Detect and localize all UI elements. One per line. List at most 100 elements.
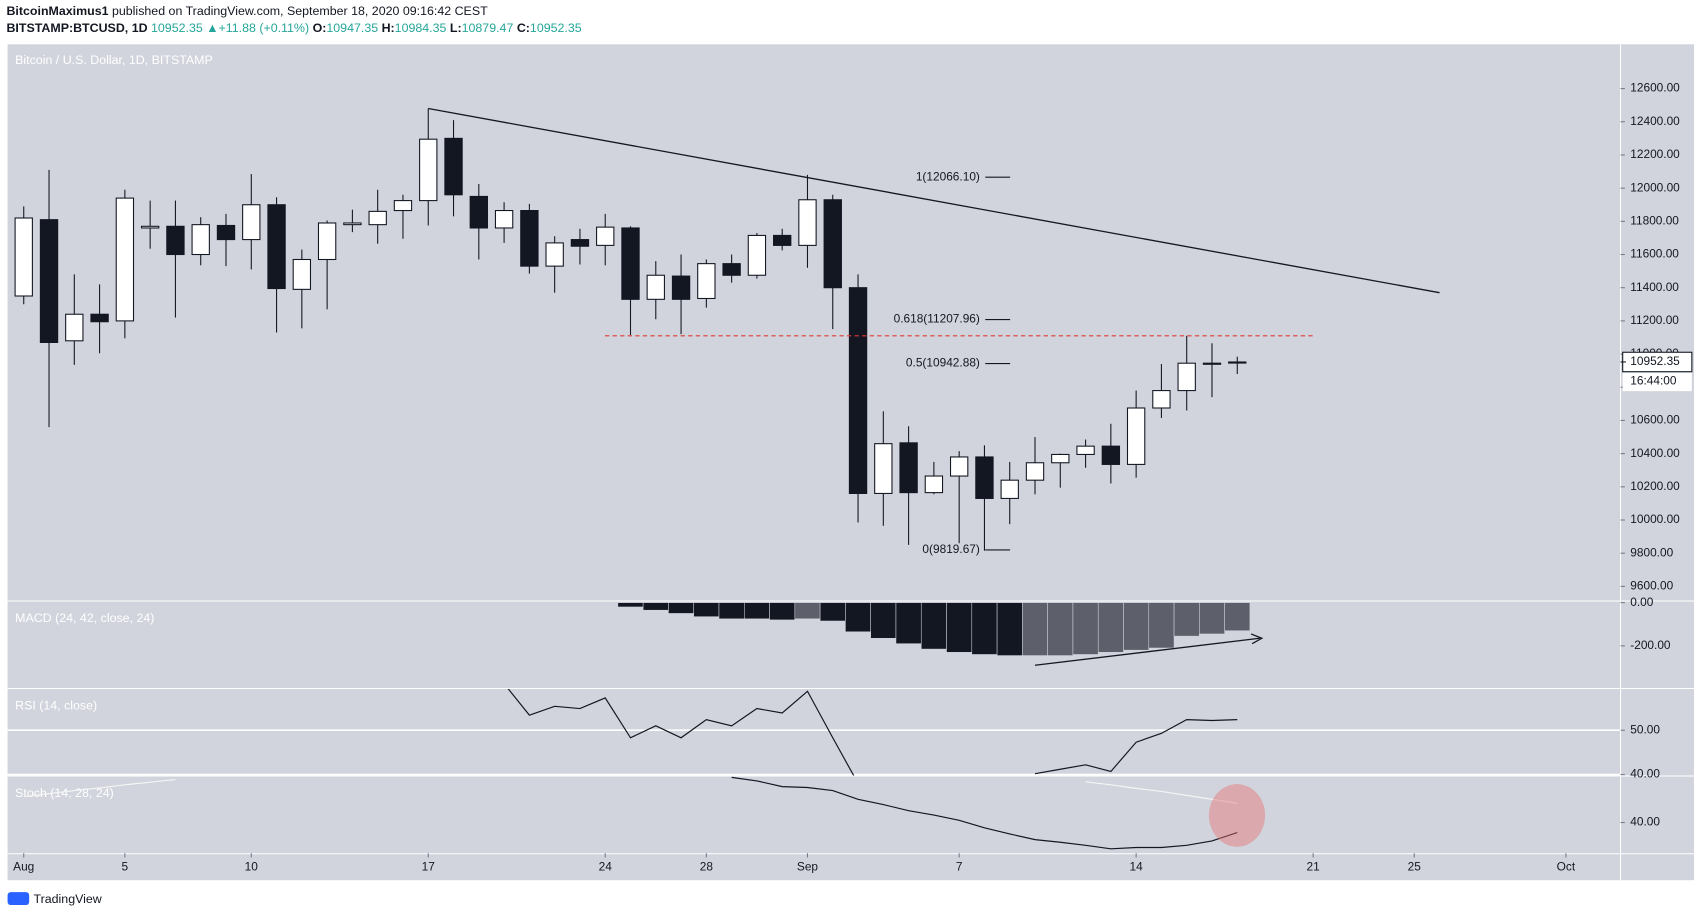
- ohlc-value: 10947.35: [326, 21, 378, 35]
- y-tick-label: 10600.00: [1630, 413, 1680, 427]
- candle-body: [1051, 453, 1070, 464]
- stoch-line: [23, 778, 1238, 804]
- macd-bar: [617, 602, 644, 608]
- candle-body: [697, 263, 716, 300]
- rsi-pane: [7, 689, 1621, 776]
- candle-body: [14, 217, 33, 297]
- candle-body: [545, 242, 564, 267]
- macd-bar: [1148, 602, 1175, 649]
- macd-bar: [971, 602, 998, 655]
- ohlc-value: 10984.35: [395, 21, 447, 35]
- stoch-pane: [23, 776, 1238, 850]
- y-tick-label: 12200.00: [1630, 147, 1680, 161]
- fib-label: 1(12066.10): [916, 169, 980, 183]
- x-tick-label: 21: [1306, 859, 1320, 873]
- arrow: ▲: [206, 21, 218, 35]
- macd-bar: [1047, 602, 1074, 656]
- header-line2: BITSTAMP:BTCUSD, 1D 10952.35 ▲+11.88 (+0…: [6, 21, 581, 35]
- fib-label: 0.5(10942.88): [906, 356, 980, 370]
- macd-bar: [845, 602, 871, 633]
- y-tick-label: 11800.00: [1630, 213, 1679, 227]
- y-tick-label: 50.00: [1630, 722, 1660, 736]
- candle-body: [520, 210, 539, 267]
- macd-bar: [693, 602, 720, 617]
- y-tick-label: 10200.00: [1630, 479, 1680, 493]
- author: BitcoinMaximus1: [6, 4, 108, 18]
- candle-body: [747, 234, 767, 276]
- footer-brand: TradingView: [33, 892, 101, 906]
- candle-body: [646, 274, 665, 300]
- change: +11.88 (+0.11%): [219, 21, 310, 35]
- header-line1: BitcoinMaximus1 published on TradingView…: [6, 4, 488, 18]
- y-tick-label: 40.00: [1630, 767, 1660, 781]
- y-tick-label: 11600.00: [1630, 247, 1679, 261]
- y-tick-label: 40.00: [1630, 815, 1660, 829]
- candle-body: [975, 456, 994, 499]
- y-tick-label: 9600.00: [1630, 579, 1673, 593]
- x-tick-label: 5: [122, 859, 129, 873]
- candle-body: [166, 225, 185, 256]
- candle-body: [671, 275, 691, 300]
- x-tick-label: 17: [422, 859, 435, 873]
- candle-body: [1101, 445, 1121, 465]
- candle-body: [924, 475, 944, 494]
- candle-body: [140, 225, 160, 229]
- candle-body: [115, 197, 135, 322]
- y-tick-label: 11400.00: [1630, 280, 1679, 294]
- candle-body: [242, 204, 261, 241]
- logo: TradingView: [7, 892, 102, 906]
- candle-body: [1228, 361, 1247, 364]
- candle-body: [1126, 407, 1146, 465]
- y-tick-label: 12600.00: [1630, 81, 1680, 95]
- candle-body: [722, 263, 741, 276]
- macd-bar: [1022, 602, 1048, 656]
- candle-body: [292, 258, 312, 290]
- macd-bar: [1173, 602, 1200, 637]
- macd-bar: [642, 602, 669, 611]
- candle-body: [469, 195, 488, 229]
- candle-body: [419, 138, 438, 202]
- candle-body: [949, 456, 969, 477]
- symbol: BITSTAMP:BTCUSD, 1D: [6, 21, 147, 35]
- rsi-title: RSI (14, close): [15, 699, 97, 713]
- candle-body: [1000, 479, 1019, 499]
- ohlc-key: O:: [313, 21, 327, 35]
- macd-pane: [617, 602, 1251, 656]
- last: 10952.35: [151, 21, 203, 35]
- y-tick-label: 0.00: [1630, 595, 1654, 609]
- candle-body: [798, 199, 817, 246]
- candle-body: [1076, 445, 1095, 456]
- candle-body: [191, 224, 210, 256]
- candle-body: [570, 239, 590, 247]
- candle-body: [216, 224, 236, 241]
- candle-body: [65, 313, 84, 342]
- candle-body: [90, 313, 109, 323]
- macd-bar: [819, 602, 846, 622]
- macd-bar: [1123, 602, 1150, 651]
- x-tick-label: 7: [956, 859, 963, 873]
- published: published on TradingView.com, September …: [112, 4, 488, 18]
- y-tick-label: -200.00: [1630, 638, 1671, 652]
- candle-body: [874, 443, 893, 494]
- x-tick-label: Sep: [797, 859, 819, 873]
- x-tick-label: Aug: [13, 859, 34, 873]
- x-tick-label: 28: [700, 859, 714, 873]
- fib-label: 0(9819.67): [922, 542, 979, 556]
- candle-body: [621, 227, 640, 300]
- plot-layer: 1(12066.10) 0.618(11207.96) 0.5(10942.88) 0…: [7, 81, 1693, 873]
- candle-body: [1152, 390, 1171, 409]
- x-tick-label: 25: [1408, 859, 1422, 873]
- fib-label: 0.618(11207.96): [894, 312, 980, 326]
- candle-body: [1025, 462, 1045, 481]
- macd-bar: [1224, 602, 1251, 631]
- annotation-arrow: [1034, 637, 1260, 666]
- x-tick-label: 14: [1130, 859, 1144, 873]
- countdown-tag: [1622, 372, 1692, 392]
- y-tick-label: 10400.00: [1630, 446, 1680, 460]
- candle-body: [1202, 362, 1222, 365]
- y-tick-label: 9800.00: [1630, 545, 1673, 559]
- y-tick-label: 12000.00: [1630, 180, 1680, 194]
- price-pane: 1(12066.10) 0.618(11207.96) 0.5(10942.88) 0…: [14, 107, 1440, 556]
- x-tick-label: 24: [599, 859, 613, 873]
